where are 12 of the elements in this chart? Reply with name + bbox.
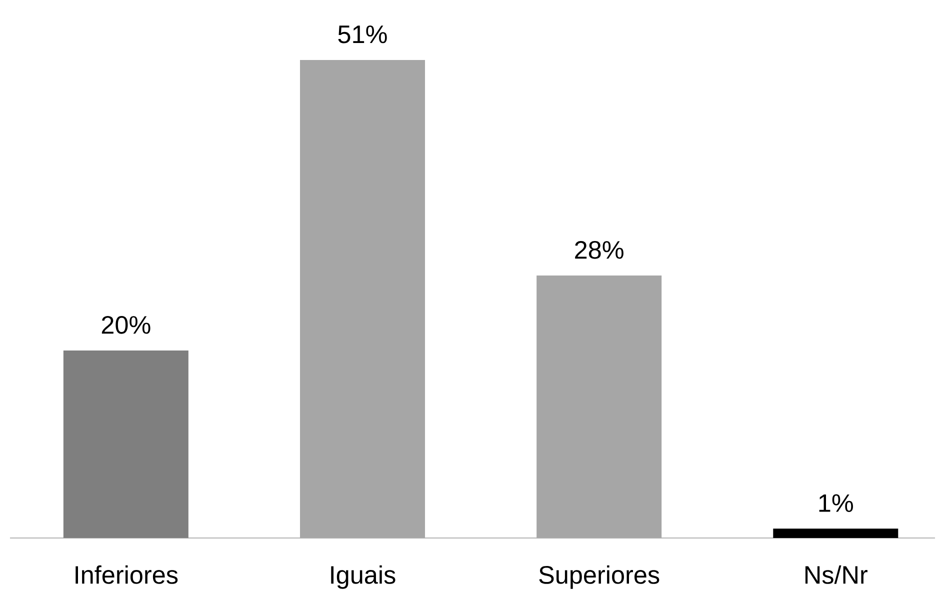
x-tick-label: Inferiores (76, 565, 178, 584)
data-label: 51% (338, 26, 387, 44)
x-tick-label: Superiores (539, 565, 660, 589)
data-label: 20% (102, 316, 150, 334)
bar (300, 60, 425, 538)
x-tick-label: Iguais (331, 565, 396, 589)
bar (63, 350, 188, 538)
data-label: 1% (819, 494, 853, 512)
data-label: 28% (575, 240, 624, 259)
bar (536, 276, 662, 538)
bar (773, 528, 898, 538)
x-tick-label: Ns/Nr (805, 565, 868, 584)
